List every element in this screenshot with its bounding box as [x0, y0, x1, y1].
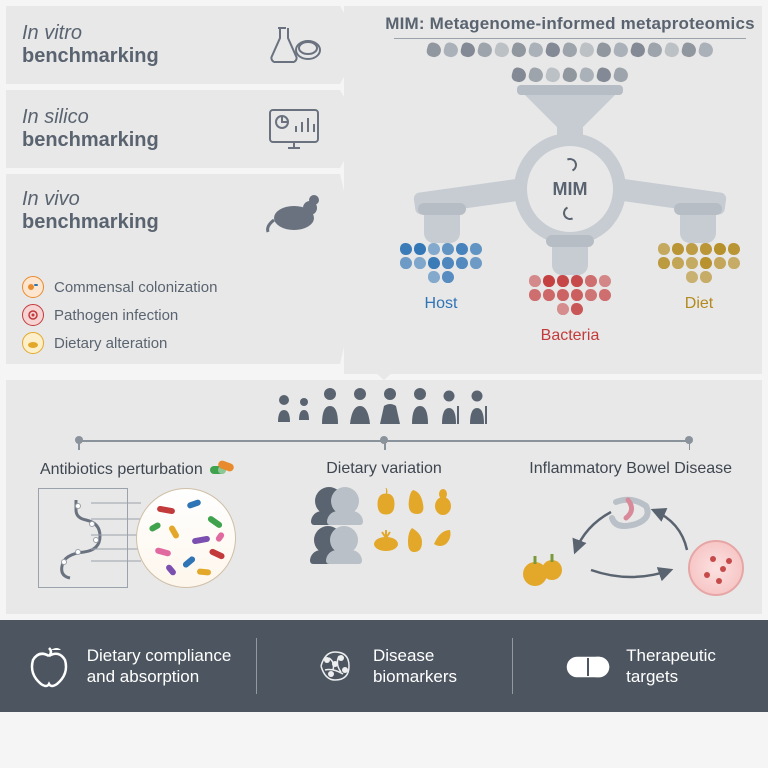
- panel-title: In vitro benchmarking: [22, 22, 159, 68]
- nozzle: [552, 235, 588, 275]
- applications-row: Antibiotics perturbation: [18, 460, 750, 596]
- col-title: Antibiotics perturbation: [18, 460, 257, 480]
- panel-in-silico: In silico benchmarking: [6, 90, 340, 168]
- output-diet: Diet: [654, 243, 744, 313]
- col-dietary: Dietary variation: [265, 460, 504, 596]
- mim-title: MIM: Metagenome-informed metaproteomics: [384, 14, 756, 34]
- col-ibd: Inflammatory Bowel Disease: [511, 460, 750, 596]
- output-label: Bacteria: [525, 327, 615, 345]
- mim-panel: MIM: Metagenome-informed metaproteomics …: [344, 6, 762, 374]
- mouse-icon: [264, 186, 324, 236]
- italic-term: In vitro: [22, 22, 82, 44]
- people-pair-icon: [314, 526, 358, 554]
- microbiome-icon: [136, 488, 236, 588]
- invivo-sublist: Commensal colonization Pathogen infectio…: [22, 276, 217, 354]
- col-title: Inflammatory Bowel Disease: [511, 460, 750, 478]
- panel-in-vivo: In vivo benchmarking: [6, 174, 340, 364]
- people-icon-row: [18, 386, 750, 428]
- dot-icon: [22, 304, 44, 326]
- outcomes-bar: Dietary compliance and absorption Diseas…: [0, 620, 768, 712]
- mim-machine: MIM Host Bacteria Diet: [384, 85, 756, 285]
- infographic-root: In vitro benchmarking In silico benchmar…: [0, 0, 768, 768]
- title-text: Inflammatory Bowel Disease: [529, 460, 732, 478]
- bold-term: benchmarking: [22, 129, 159, 151]
- title-text: Antibiotics perturbation: [40, 461, 203, 479]
- gear-icon: MIM: [514, 133, 626, 245]
- outcome-label: Therapeutic targets: [626, 645, 716, 688]
- nozzle: [680, 203, 716, 243]
- bold-term: benchmarking: [22, 45, 159, 67]
- human-applications-panel: Antibiotics perturbation: [6, 380, 762, 614]
- bold-term: benchmarking: [22, 211, 159, 233]
- apple-icon: [25, 642, 73, 690]
- capsule-icon: [564, 642, 612, 690]
- sub-commensal: Commensal colonization: [22, 276, 217, 298]
- pill-duo-icon: [209, 460, 235, 480]
- title-text: Dietary variation: [326, 460, 442, 478]
- cycle-arrows-icon: [531, 486, 731, 596]
- dot-icon: [22, 332, 44, 354]
- sub-pathogen: Pathogen infection: [22, 304, 217, 326]
- panel-in-vitro: In vitro benchmarking: [6, 6, 340, 84]
- output-label: Diet: [654, 295, 744, 313]
- nozzle: [424, 203, 460, 243]
- tree-connector: [78, 432, 690, 450]
- flask-dish-icon: [264, 20, 324, 70]
- output-bacteria: Bacteria: [525, 275, 615, 345]
- dot-icon: [22, 276, 44, 298]
- col-title: Dietary variation: [265, 460, 504, 478]
- output-label: Host: [396, 295, 486, 313]
- sub-label: Pathogen infection: [54, 307, 178, 324]
- outcome-therapeutic: Therapeutic targets: [512, 620, 768, 712]
- panel-title: In vivo benchmarking: [22, 188, 159, 234]
- output-host: Host: [396, 243, 486, 313]
- food-icons: [373, 486, 453, 516]
- sub-dietary: Dietary alteration: [22, 332, 217, 354]
- benchmarking-column: In vitro benchmarking In silico benchmar…: [0, 0, 340, 380]
- italic-term: In silico: [22, 106, 89, 128]
- outcome-biomarkers: Disease biomarkers: [256, 620, 512, 712]
- sub-label: Dietary alteration: [54, 335, 167, 352]
- input-proteins: [384, 39, 756, 89]
- gear-label: MIM: [527, 146, 613, 232]
- italic-term: In vivo: [22, 188, 80, 210]
- people-pair-icon: [315, 487, 359, 515]
- outcome-label: Disease biomarkers: [373, 645, 457, 688]
- food-icons: [372, 526, 454, 554]
- outcome-label: Dietary compliance and absorption: [87, 645, 232, 688]
- monitor-chart-icon: [264, 104, 324, 154]
- panel-title: In silico benchmarking: [22, 106, 159, 152]
- col-antibiotics: Antibiotics perturbation: [18, 460, 257, 596]
- protein-icon: [311, 642, 359, 690]
- sub-label: Commensal colonization: [54, 279, 217, 296]
- outcome-dietary: Dietary compliance and absorption: [0, 620, 256, 712]
- gi-tract-icon: [38, 488, 128, 588]
- top-section: In vitro benchmarking In silico benchmar…: [0, 0, 768, 380]
- connector-lines: [91, 499, 141, 569]
